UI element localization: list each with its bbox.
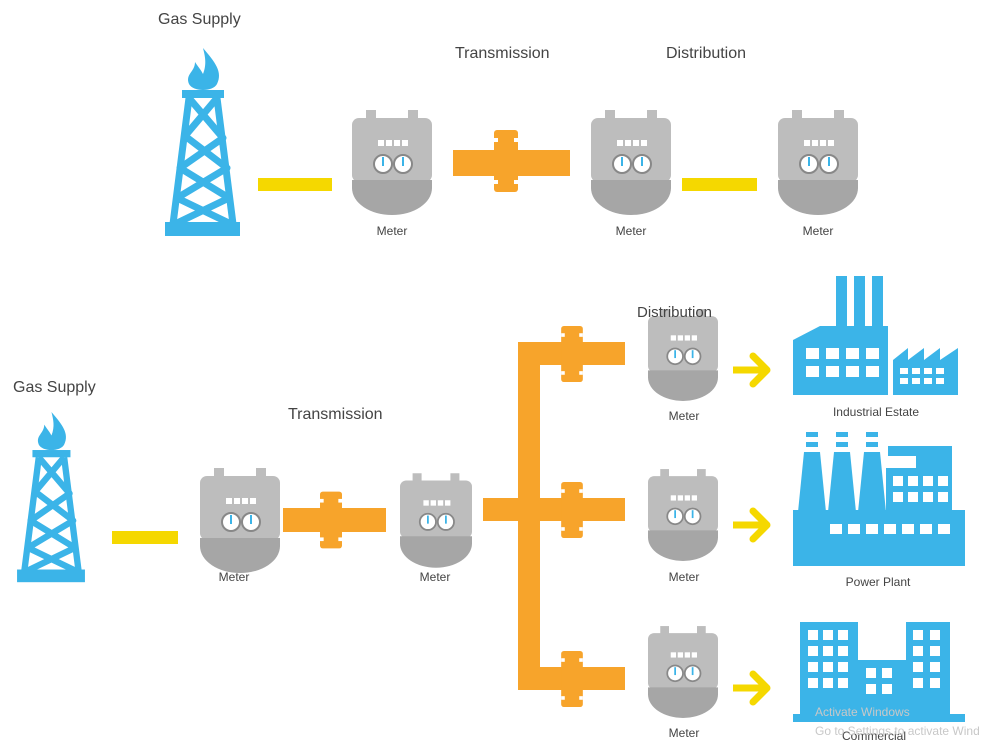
meter xyxy=(778,110,858,215)
label: Distribution xyxy=(666,45,746,62)
flange xyxy=(561,482,583,538)
label: Meter xyxy=(803,224,834,238)
meter xyxy=(400,472,472,569)
meter xyxy=(648,308,718,402)
commercial-icon xyxy=(793,622,965,722)
label: Meter xyxy=(669,570,700,584)
flange xyxy=(494,130,518,192)
label: Meter xyxy=(669,409,700,423)
pipe xyxy=(112,531,178,544)
label: Meter xyxy=(219,570,250,584)
label: Industrial Estate xyxy=(833,405,919,419)
label: Power Plant xyxy=(846,575,911,589)
label: Meter xyxy=(377,224,408,238)
meter xyxy=(200,468,280,573)
watermark: Activate Windows xyxy=(815,705,910,719)
label: Meter xyxy=(669,726,700,740)
label: Transmission xyxy=(455,45,550,62)
flange xyxy=(320,491,342,549)
label: Meter xyxy=(420,570,451,584)
label: Distribution xyxy=(637,304,712,321)
watermark: Go to Settings to activate Wind xyxy=(815,724,980,738)
label: Commercial xyxy=(842,729,906,743)
meter xyxy=(352,110,432,215)
pipe xyxy=(258,178,332,191)
label: Gas Supply xyxy=(13,379,96,396)
label: Meter xyxy=(616,224,647,238)
branch-pipe xyxy=(483,342,625,690)
industrial-icon xyxy=(793,276,958,395)
gas-tower xyxy=(17,412,85,582)
arrow xyxy=(733,674,767,702)
gas-tower xyxy=(165,48,240,236)
label: Transmission xyxy=(288,406,383,423)
flange xyxy=(561,651,583,707)
pipe xyxy=(682,178,757,191)
meter xyxy=(648,625,718,719)
power-plant-icon xyxy=(793,432,965,566)
flange xyxy=(561,326,583,382)
meter xyxy=(648,468,718,562)
arrow xyxy=(733,356,767,384)
meter xyxy=(591,110,671,215)
arrow xyxy=(733,511,767,539)
label: Gas Supply xyxy=(158,11,241,28)
